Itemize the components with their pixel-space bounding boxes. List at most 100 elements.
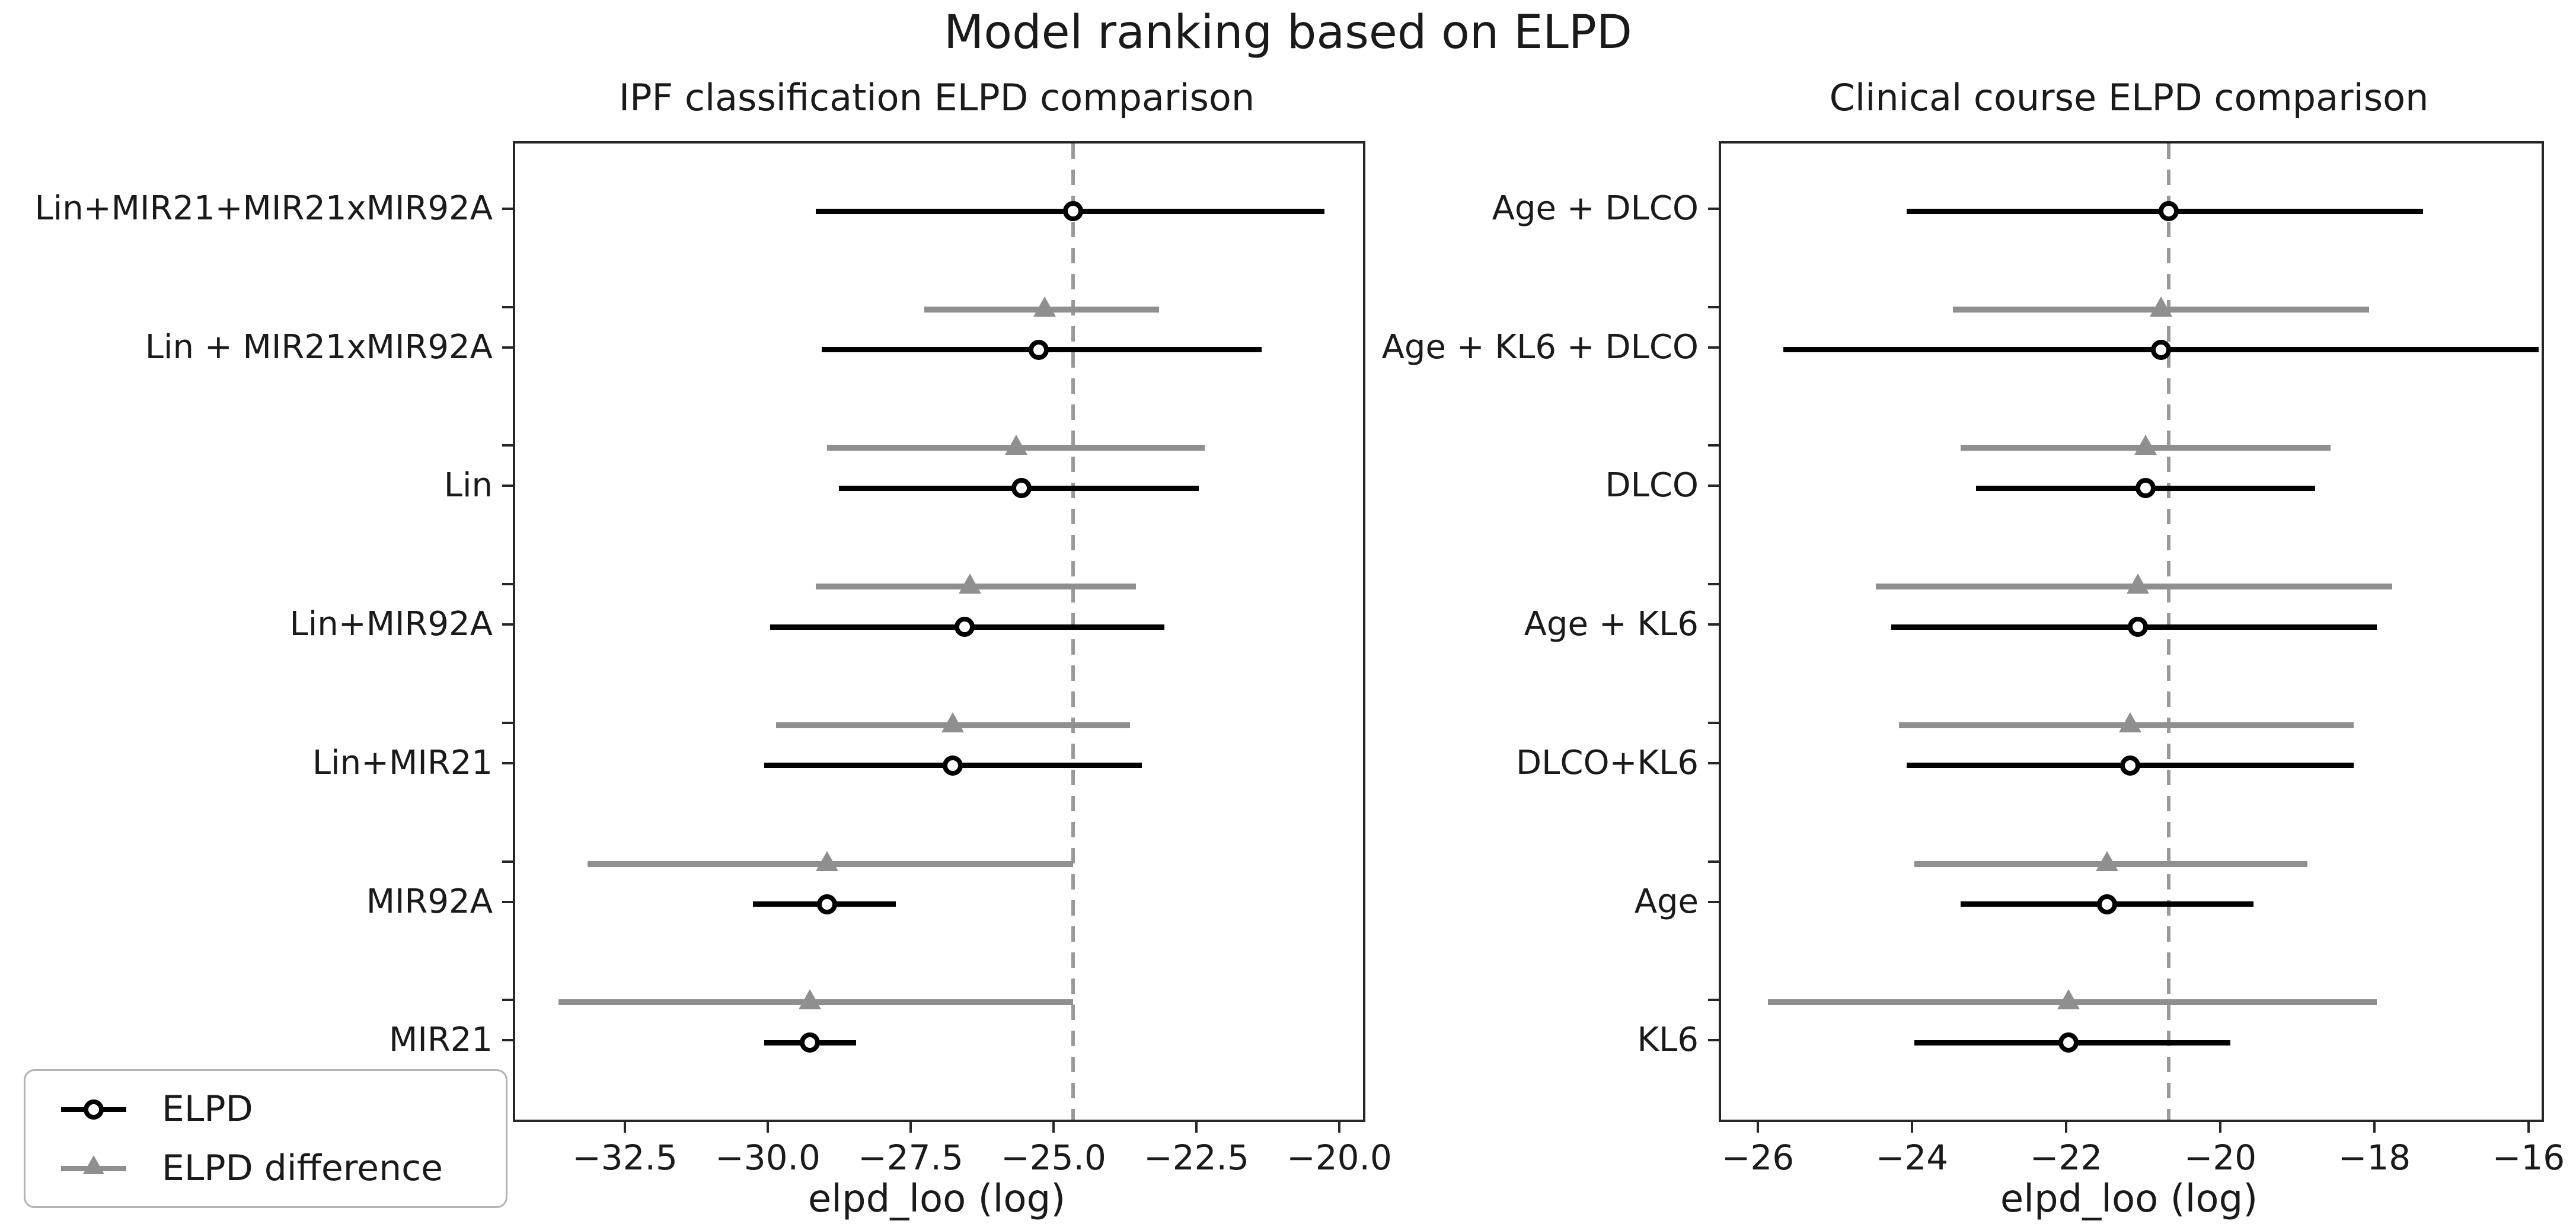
y-tick	[1708, 900, 1719, 903]
x-tick-label: −18	[2338, 1137, 2411, 1178]
x-tick	[1757, 1120, 1759, 1133]
x-tick-label: −26	[1721, 1137, 1795, 1178]
diff-triangle-marker	[2096, 850, 2118, 871]
y-axis-category-label: MIR92A	[366, 882, 493, 921]
y-tick	[1708, 583, 1719, 586]
legend-elpd-circle-icon	[84, 1099, 104, 1120]
y-tick	[502, 583, 513, 586]
y-axis-category-label: Age + KL6	[1524, 605, 1699, 644]
y-tick	[502, 860, 513, 863]
x-tick-label: −20.0	[1287, 1137, 1392, 1178]
x-tick-label: −20	[2184, 1137, 2257, 1178]
elpd-circle-marker	[2128, 617, 2148, 638]
y-axis-category-label: Lin	[443, 466, 493, 505]
elpd-circle-marker	[2097, 894, 2117, 914]
y-tick	[1708, 623, 1719, 626]
diff-triangle-marker	[2150, 296, 2172, 317]
dashed-reference-line	[2167, 144, 2170, 1120]
elpd-circle-marker	[1062, 201, 1083, 221]
diff-triangle-marker	[2119, 712, 2141, 732]
elpd-circle-marker	[2120, 755, 2140, 776]
y-tick	[1708, 999, 1719, 1002]
right-panel-title: Clinical course ELPD comparison	[1829, 76, 2429, 119]
elpd-circle-marker	[2151, 339, 2171, 360]
diff-triangle-marker	[1004, 435, 1027, 455]
y-tick	[1708, 208, 1719, 210]
right-x-axis-label: elpd_loo (log)	[2000, 1177, 2258, 1221]
y-tick	[502, 346, 513, 349]
x-tick-label: −32.5	[572, 1137, 678, 1178]
y-axis-category-label: Age	[1634, 882, 1699, 921]
elpd-circle-marker	[943, 755, 963, 776]
y-tick	[502, 485, 513, 487]
y-tick	[1708, 485, 1719, 487]
diff-triangle-marker	[799, 989, 822, 1010]
elpd-circle-marker	[2058, 1032, 2079, 1053]
x-tick	[1052, 1120, 1055, 1133]
y-tick	[1708, 860, 1719, 863]
x-tick	[2065, 1120, 2067, 1133]
elpd-circle-marker	[954, 617, 975, 638]
x-tick-label: −30.0	[715, 1137, 821, 1178]
y-tick	[502, 208, 513, 210]
y-axis-category-label: Lin + MIR21xMIR92A	[145, 327, 493, 366]
elpd-circle-marker	[2159, 201, 2179, 221]
y-tick	[1708, 761, 1719, 764]
elpd-circle-marker	[1029, 339, 1049, 360]
y-tick	[502, 444, 513, 447]
y-tick	[502, 305, 513, 308]
dashed-reference-line	[1071, 144, 1075, 1120]
y-tick	[1708, 444, 1719, 447]
left-x-axis-label: elpd_loo (log)	[807, 1177, 1066, 1221]
x-tick	[1338, 1120, 1340, 1133]
y-axis-category-label: KL6	[1637, 1021, 1699, 1060]
diff-triangle-marker	[2057, 989, 2080, 1010]
x-tick	[767, 1120, 769, 1133]
y-axis-category-label: DLCO	[1605, 466, 1699, 505]
y-tick	[1708, 305, 1719, 308]
x-tick	[1911, 1120, 1913, 1133]
x-tick-label: −25.0	[1001, 1137, 1106, 1178]
x-tick	[2527, 1120, 2530, 1133]
x-tick-label: −22.5	[1144, 1137, 1249, 1178]
y-tick	[502, 761, 513, 764]
elpd-circle-marker	[1011, 478, 1032, 499]
elpd-circle-marker	[817, 894, 838, 914]
elpd-circle-marker	[2136, 478, 2156, 499]
diff-triangle-marker	[2134, 435, 2157, 455]
elpd-circle-marker	[800, 1032, 821, 1053]
x-tick	[1195, 1120, 1198, 1133]
diff-triangle-marker	[816, 850, 839, 871]
diff-triangle-marker	[2127, 573, 2149, 594]
y-axis-category-label: Age + DLCO	[1492, 189, 1699, 228]
y-axis-category-label: Lin+MIR21	[312, 743, 493, 782]
y-tick	[502, 900, 513, 903]
x-tick	[624, 1120, 626, 1133]
legend-diff-label: ELPD difference	[162, 1148, 443, 1189]
left-plot-area	[513, 141, 1365, 1122]
y-axis-category-label: MIR21	[389, 1021, 493, 1060]
legend-elpd-label: ELPD	[162, 1088, 253, 1130]
y-tick	[1708, 1039, 1719, 1042]
y-tick	[1708, 721, 1719, 724]
y-tick	[502, 1039, 513, 1042]
figure-title: Model ranking based on ELPD	[944, 6, 1632, 59]
x-tick	[2219, 1120, 2221, 1133]
x-tick-label: −27.5	[858, 1137, 963, 1178]
y-tick	[502, 623, 513, 626]
x-tick-label: −22	[2029, 1137, 2103, 1178]
y-axis-category-label: Age + KL6 + DLCO	[1381, 327, 1699, 366]
y-axis-category-label: Lin+MIR92A	[289, 605, 493, 644]
x-tick	[909, 1120, 912, 1133]
left-panel-title: IPF classification ELPD comparison	[618, 76, 1255, 119]
diff-triangle-marker	[941, 712, 965, 732]
y-axis-category-label: DLCO+KL6	[1516, 743, 1699, 782]
x-tick-label: −16	[2492, 1137, 2565, 1178]
diff-triangle-marker	[959, 573, 982, 594]
legend: ELPD ELPD difference	[24, 1069, 507, 1208]
y-tick	[502, 721, 513, 724]
legend-diff-triangle-icon	[83, 1155, 104, 1174]
y-axis-category-label: Lin+MIR21+MIR21xMIR92A	[34, 189, 493, 228]
right-plot-area	[1719, 141, 2544, 1122]
